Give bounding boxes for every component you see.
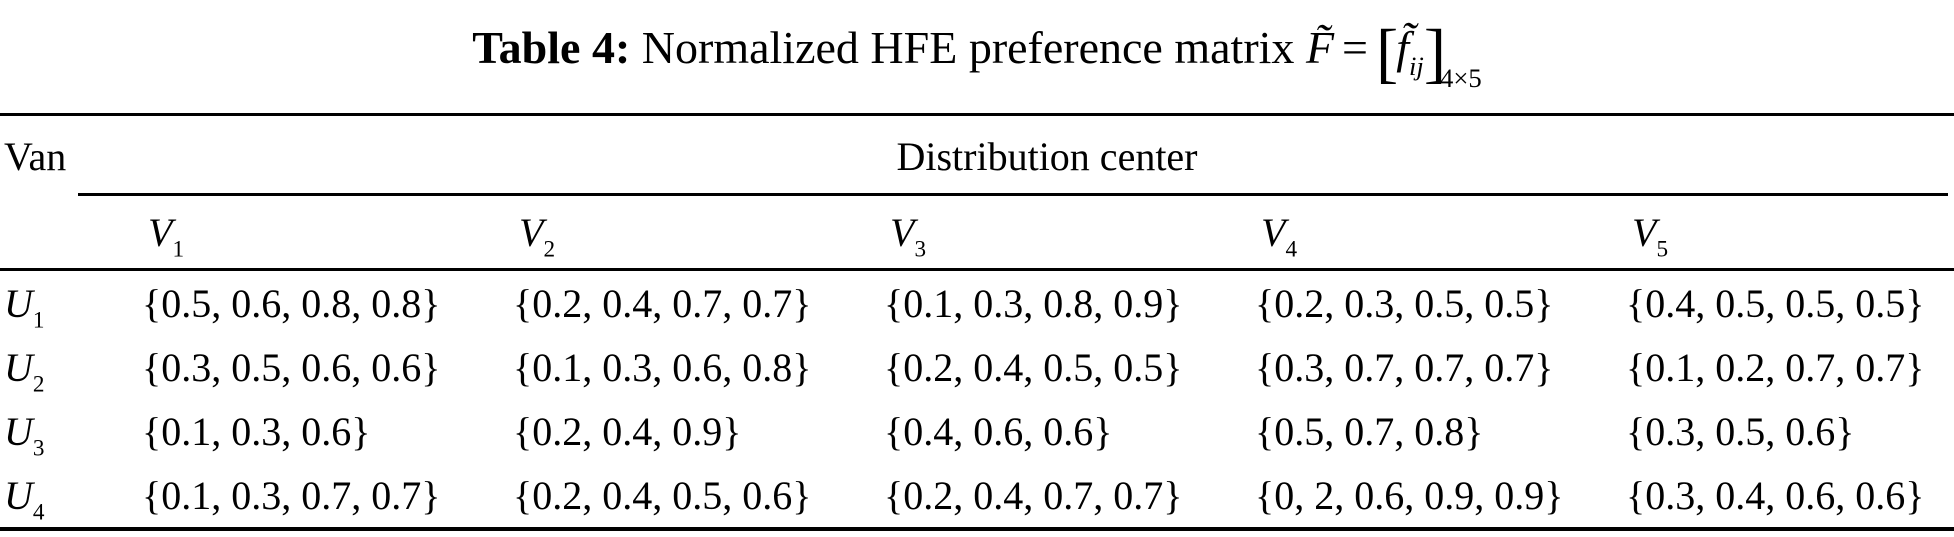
matrix-cell: {0.3, 0.4, 0.6, 0.6}: [1626, 472, 1925, 518]
matrix-cell: {0.4, 0.5, 0.5, 0.5}: [1626, 280, 1925, 326]
column-header-v2: V2: [511, 196, 882, 271]
table-row-u1: U1 {0.5, 0.6, 0.8, 0.8} {0.2, 0.4, 0.7, …: [0, 270, 1954, 336]
matrix-cell: {0.2, 0.4, 0.5, 0.5}: [884, 344, 1183, 390]
matrix-cell: {0.3, 0.5, 0.6, 0.6}: [142, 344, 441, 390]
row-label-u1: U1: [4, 280, 45, 333]
matrix-cell: {0.2, 0.4, 0.9}: [513, 408, 742, 454]
formula-F-tilde: F̃: [1305, 22, 1335, 73]
matrix-cell: {0.1, 0.3, 0.6, 0.8}: [513, 344, 812, 390]
row-label-u4: U4: [4, 472, 45, 525]
caption-formula: F̃ = [f̃ij]4×5: [1305, 17, 1482, 91]
matrix-cell: {0.3, 0.7, 0.7, 0.7}: [1255, 344, 1554, 390]
matrix-cell: {0.1, 0.3, 0.8, 0.9}: [884, 280, 1183, 326]
matrix-cell: {0, 2, 0.6, 0.9, 0.9}: [1255, 472, 1564, 518]
formula-f-tilde: f̃: [1396, 22, 1409, 73]
table-caption-text: Normalized HFE preference matrix: [641, 22, 1295, 73]
table-row-u2: U2 {0.3, 0.5, 0.6, 0.6} {0.1, 0.3, 0.6, …: [0, 335, 1954, 399]
column-header-v4: V4: [1253, 196, 1624, 271]
group-header-row: Van Distribution center: [0, 115, 1954, 196]
matrix-cell: {0.4, 0.6, 0.6}: [884, 408, 1113, 454]
formula-subscript-ij: ij: [1409, 51, 1424, 81]
table-row-u4: U4 {0.1, 0.3, 0.7, 0.7} {0.2, 0.4, 0.5, …: [0, 463, 1954, 529]
matrix-cell: {0.2, 0.4, 0.7, 0.7}: [884, 472, 1183, 518]
matrix-cell: {0.2, 0.3, 0.5, 0.5}: [1255, 280, 1554, 326]
row-label-u2: U2: [4, 344, 45, 397]
column-header-spacer: [0, 196, 140, 271]
formula-equals: =: [1342, 22, 1368, 73]
corner-header-van: Van: [4, 133, 67, 179]
group-header-label: Distribution center: [896, 133, 1198, 179]
group-header-distribution-center: Distribution center: [78, 115, 1954, 196]
matrix-cell: {0.5, 0.7, 0.8}: [1255, 408, 1484, 454]
table-row-u3: U3 {0.1, 0.3, 0.6} {0.2, 0.4, 0.9} {0.4,…: [0, 399, 1954, 463]
formula-right-bracket: ]: [1423, 17, 1446, 90]
matrix-cell: {0.3, 0.5, 0.6}: [1626, 408, 1855, 454]
table-caption-label: Table 4:: [472, 22, 631, 73]
column-header-v1: V1: [140, 196, 511, 271]
preference-matrix-table: Van Distribution center V1 V2 V3 V4 V5 U…: [0, 113, 1954, 531]
matrix-cell: {0.1, 0.3, 0.6}: [142, 408, 371, 454]
column-header-row: V1 V2 V3 V4 V5: [0, 196, 1954, 271]
table-caption: Table 4: Normalized HFE preference matri…: [0, 0, 1954, 113]
formula-dimensions: 4×5: [1440, 63, 1482, 93]
matrix-cell: {0.1, 0.2, 0.7, 0.7}: [1626, 344, 1925, 390]
formula-left-bracket: [: [1376, 17, 1398, 90]
row-label-u3: U3: [4, 408, 45, 461]
matrix-cell: {0.2, 0.4, 0.5, 0.6}: [513, 472, 812, 518]
column-header-v5: V5: [1624, 196, 1954, 271]
matrix-cell: {0.2, 0.4, 0.7, 0.7}: [513, 280, 812, 326]
column-header-v3: V3: [882, 196, 1253, 271]
matrix-cell: {0.1, 0.3, 0.7, 0.7}: [142, 472, 441, 518]
matrix-cell: {0.5, 0.6, 0.8, 0.8}: [142, 280, 441, 326]
group-header-rule: [78, 193, 1948, 196]
